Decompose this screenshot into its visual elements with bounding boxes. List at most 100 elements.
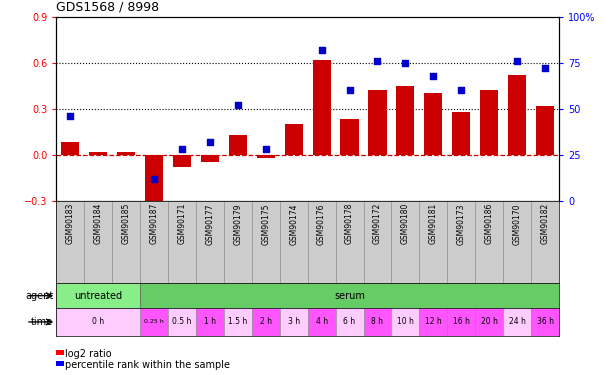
Text: log2 ratio: log2 ratio bbox=[65, 350, 112, 359]
Bar bbox=[364, 201, 392, 283]
Bar bbox=[252, 201, 280, 283]
Bar bbox=[531, 201, 559, 283]
Text: GSM90186: GSM90186 bbox=[485, 203, 494, 244]
Text: 24 h: 24 h bbox=[509, 317, 525, 326]
Text: GSM90171: GSM90171 bbox=[177, 203, 186, 244]
Point bbox=[540, 65, 550, 71]
Text: GSM90177: GSM90177 bbox=[205, 203, 214, 244]
Bar bbox=[335, 201, 364, 283]
Bar bbox=[196, 201, 224, 283]
Bar bbox=[508, 75, 526, 154]
Text: GSM90187: GSM90187 bbox=[150, 203, 158, 244]
Bar bbox=[392, 308, 419, 336]
Bar bbox=[168, 308, 196, 336]
Bar bbox=[229, 135, 247, 154]
Text: time: time bbox=[31, 317, 53, 327]
Bar bbox=[447, 308, 475, 336]
Bar bbox=[84, 201, 112, 283]
Point bbox=[373, 58, 382, 64]
Bar bbox=[173, 154, 191, 167]
Bar bbox=[419, 201, 447, 283]
Text: 36 h: 36 h bbox=[536, 317, 554, 326]
Text: GSM90176: GSM90176 bbox=[317, 203, 326, 244]
Bar bbox=[112, 201, 140, 283]
Point bbox=[177, 146, 187, 152]
Bar bbox=[280, 308, 308, 336]
Text: untreated: untreated bbox=[74, 291, 122, 301]
Text: 6 h: 6 h bbox=[343, 317, 356, 326]
Bar bbox=[475, 308, 503, 336]
Point bbox=[428, 73, 438, 79]
Bar bbox=[56, 308, 140, 336]
Text: 12 h: 12 h bbox=[425, 317, 442, 326]
Text: GSM90180: GSM90180 bbox=[401, 203, 410, 244]
Text: GSM90174: GSM90174 bbox=[289, 203, 298, 244]
Bar bbox=[308, 201, 335, 283]
Bar bbox=[140, 308, 168, 336]
Bar bbox=[89, 152, 107, 154]
Text: 0 h: 0 h bbox=[92, 317, 104, 326]
Bar bbox=[224, 201, 252, 283]
Bar bbox=[56, 201, 84, 283]
Bar bbox=[308, 308, 335, 336]
Bar bbox=[252, 308, 280, 336]
Text: GSM90182: GSM90182 bbox=[541, 203, 550, 244]
Point bbox=[456, 87, 466, 93]
Bar bbox=[168, 201, 196, 283]
Text: 10 h: 10 h bbox=[397, 317, 414, 326]
Bar bbox=[424, 93, 442, 154]
Text: 16 h: 16 h bbox=[453, 317, 470, 326]
Text: GDS1568 / 8998: GDS1568 / 8998 bbox=[56, 0, 159, 13]
Bar bbox=[531, 308, 559, 336]
Text: 3 h: 3 h bbox=[288, 317, 300, 326]
Point bbox=[261, 146, 271, 152]
Bar bbox=[368, 90, 387, 154]
Point bbox=[233, 102, 243, 108]
Bar bbox=[201, 154, 219, 162]
Text: agent: agent bbox=[25, 291, 53, 301]
Bar bbox=[224, 308, 252, 336]
Point bbox=[401, 60, 411, 66]
Text: 1.5 h: 1.5 h bbox=[228, 317, 247, 326]
Bar bbox=[140, 283, 559, 308]
Bar bbox=[447, 201, 475, 283]
Point bbox=[149, 176, 159, 181]
Text: 0.25 h: 0.25 h bbox=[144, 320, 164, 324]
Bar bbox=[285, 124, 302, 154]
Point bbox=[512, 58, 522, 64]
Bar bbox=[397, 86, 414, 154]
Text: GSM90173: GSM90173 bbox=[457, 203, 466, 244]
Text: 1 h: 1 h bbox=[204, 317, 216, 326]
Bar bbox=[145, 154, 163, 213]
Bar bbox=[503, 308, 531, 336]
Text: 2 h: 2 h bbox=[260, 317, 272, 326]
Bar bbox=[280, 201, 308, 283]
Text: 20 h: 20 h bbox=[481, 317, 498, 326]
Point bbox=[205, 139, 214, 145]
Bar bbox=[475, 201, 503, 283]
Text: GSM90184: GSM90184 bbox=[93, 203, 103, 244]
Text: GSM90170: GSM90170 bbox=[513, 203, 522, 244]
Bar bbox=[196, 308, 224, 336]
Bar bbox=[61, 142, 79, 154]
Bar bbox=[257, 154, 275, 158]
Bar bbox=[335, 308, 364, 336]
Text: GSM90178: GSM90178 bbox=[345, 203, 354, 244]
Text: 8 h: 8 h bbox=[371, 317, 384, 326]
Bar bbox=[452, 112, 470, 154]
Bar bbox=[364, 308, 392, 336]
Text: serum: serum bbox=[334, 291, 365, 301]
Point bbox=[65, 113, 75, 119]
Text: 4 h: 4 h bbox=[315, 317, 327, 326]
Bar bbox=[56, 283, 140, 308]
Point bbox=[316, 47, 326, 53]
Text: GSM90172: GSM90172 bbox=[373, 203, 382, 244]
Bar bbox=[392, 201, 419, 283]
Text: 0.5 h: 0.5 h bbox=[172, 317, 192, 326]
Bar bbox=[419, 308, 447, 336]
Text: percentile rank within the sample: percentile rank within the sample bbox=[65, 360, 230, 370]
Bar bbox=[140, 201, 168, 283]
Bar bbox=[480, 90, 499, 154]
Text: GSM90185: GSM90185 bbox=[122, 203, 131, 244]
Bar bbox=[536, 106, 554, 154]
